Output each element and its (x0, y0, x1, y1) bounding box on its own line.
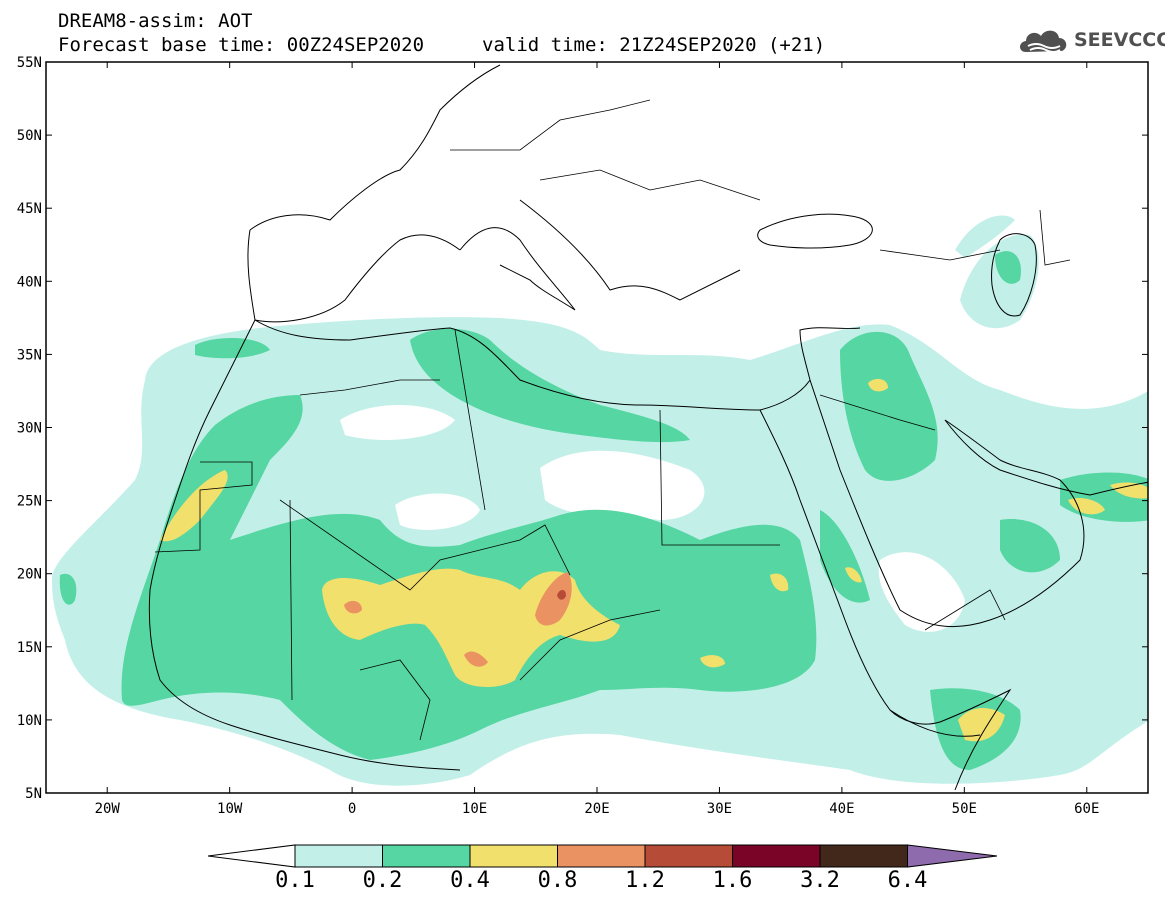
aot-contour-light (960, 234, 1039, 329)
forecast-base-time: Forecast base time: 00Z24SEP2020 (58, 34, 425, 56)
lon-tick-label: 10W (217, 801, 243, 817)
aot-contours (51, 215, 1148, 786)
border-line (819, 394, 936, 431)
aot-contour-light (955, 215, 1015, 258)
border-line (659, 409, 780, 546)
colorbar-label: 1.6 (712, 868, 753, 893)
coastline-italy (459, 227, 576, 311)
colorbar-bin (819, 844, 908, 868)
colorbar-bin (469, 844, 558, 868)
colorbar-bin (644, 844, 733, 868)
aot-contour-high (770, 573, 789, 592)
colorbar-label: 3.2 (800, 868, 840, 893)
aot-contour-high (700, 655, 725, 668)
coastlines (148, 64, 1148, 791)
coastline-west-africa (148, 319, 461, 771)
colorbar-min-arrow (207, 844, 296, 868)
seevccc-logo: SEEVCCC (1016, 22, 1165, 58)
lon-tick-label: 50E (952, 801, 977, 817)
aot-contour-medium (840, 331, 938, 481)
logo-text: SEEVCCC (1074, 29, 1165, 51)
colorbar (207, 844, 998, 868)
colorbar-max-arrow (907, 844, 998, 868)
lat-tick-label: 40N (17, 274, 42, 290)
border-line (299, 379, 440, 396)
border-line (289, 499, 293, 701)
border-line (879, 249, 1001, 261)
aot-contour-clear (395, 493, 480, 530)
border-line (519, 609, 661, 681)
coastline-balkans (519, 199, 741, 301)
lat-tick-label: 10N (17, 713, 42, 729)
aot-contour-extreme (557, 589, 566, 600)
aot-contour-medium (995, 251, 1021, 284)
axis-ticks: 20W 10W 0 10E 20E 30E 40E 50E 60E 55N 50N 45N 40N 35N… (17, 55, 1148, 817)
colorbar-label: 1.2 (625, 868, 665, 893)
lat-tick-label: 45N (17, 201, 42, 217)
border-line (450, 99, 651, 151)
aot-contour-high (845, 567, 862, 583)
lon-tick-label: 20E (584, 801, 609, 817)
aot-contour-very-high (464, 651, 488, 667)
border-line (154, 461, 253, 553)
aot-contour-medium (59, 573, 77, 605)
coastline-levant (799, 327, 861, 381)
aot-contour-high (160, 470, 228, 542)
colorbar-label: 6.4 (887, 868, 928, 893)
lat-tick-label: 5N (25, 786, 42, 802)
colorbar-label: 0.2 (362, 868, 403, 893)
border-line (1039, 209, 1071, 266)
lon-tick-label: 30E (707, 801, 732, 817)
lat-tick-label: 35N (17, 347, 42, 363)
colorbar-bin (732, 844, 821, 868)
colorbar-label: 0.8 (537, 868, 578, 893)
lon-tick-label: 40E (829, 801, 854, 817)
coastline-persian-gulf (944, 419, 1148, 496)
border-line (924, 589, 1006, 631)
aot-contour-clear (878, 552, 965, 632)
border-line (359, 659, 431, 741)
aot-contour-very-high (344, 600, 362, 614)
lat-tick-label: 20N (17, 567, 42, 583)
coastline-arabia (809, 379, 1085, 628)
coastline-north-africa (254, 319, 811, 411)
border-line (454, 329, 486, 511)
map-title: DREAM8-assim: AOT (58, 10, 253, 32)
coastline-black-sea (757, 213, 873, 249)
aot-contour-medium (410, 328, 690, 443)
cloud-icon (1020, 30, 1067, 53)
borders (154, 99, 1071, 741)
border-line (279, 499, 571, 591)
aot-contour-medium (195, 338, 270, 359)
valid-time: valid time: 21Z24SEP2020 (+21) (482, 34, 826, 56)
coastline-horn (889, 688, 1012, 791)
border-line (539, 169, 761, 201)
colorbar-bin (294, 844, 383, 868)
colorbar-label: 0.4 (450, 868, 490, 893)
colorbar-bin (382, 844, 471, 868)
aot-contour-high (1068, 498, 1105, 515)
aot-contour-clear (540, 450, 705, 520)
coastline-iberia (247, 229, 461, 323)
lon-tick-label: 10E (462, 801, 487, 817)
coastline-caspian (991, 233, 1037, 317)
lon-tick-label: 20W (95, 801, 121, 817)
lat-tick-label: 50N (17, 128, 42, 144)
lat-tick-label: 55N (17, 55, 42, 71)
lon-tick-label: 60E (1074, 801, 1099, 817)
lat-tick-label: 30N (17, 421, 42, 437)
lat-tick-label: 15N (17, 640, 42, 656)
aot-contour-medium (1000, 519, 1060, 573)
aot-contour-clear (340, 405, 455, 440)
aot-contour-high (868, 378, 888, 392)
colorbar-bin (557, 844, 646, 868)
aot-contour-very-high (535, 572, 572, 626)
coastline-europe (249, 64, 501, 231)
coastline-red-sea (759, 409, 981, 737)
colorbar-label: 0.1 (275, 868, 315, 893)
aot-contour-high (1110, 482, 1148, 499)
lat-tick-label: 25N (17, 494, 42, 510)
lon-tick-label: 0 (348, 801, 356, 817)
